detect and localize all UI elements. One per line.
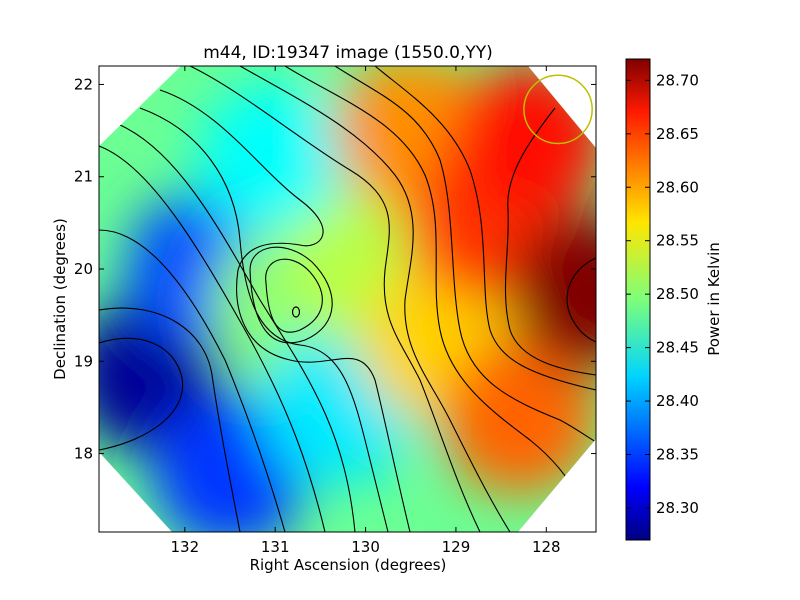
contour-line	[159, 89, 411, 532]
colorbar-ticks: 28.30 28.35 28.40 28.45 28.50 28.55 28.60 28.65…	[626, 71, 699, 517]
colorbar-tick-label: 28.70	[656, 71, 699, 89]
y-axis: 18 19 20 21 22	[74, 75, 596, 463]
y-tick-label: 20	[74, 260, 93, 278]
y-tick-label: 19	[74, 352, 93, 370]
contour-line	[189, 66, 481, 532]
contour-line	[119, 124, 356, 532]
colorbar-tick-label: 28.30	[656, 499, 699, 517]
colorbar-tick-label: 28.65	[656, 125, 699, 143]
heatmap-field	[99, 66, 596, 532]
contour-line	[99, 337, 184, 451]
x-tick-label: 128	[532, 538, 561, 556]
contour-lines	[99, 66, 596, 532]
x-axis-label: Right Ascension (degrees)	[250, 556, 447, 574]
field-sample	[197, 80, 354, 237]
contour-line	[99, 145, 326, 532]
contour-line	[284, 66, 581, 501]
colorbar-tick-label: 28.45	[656, 339, 699, 357]
contour-line	[566, 257, 596, 343]
x-axis: 132 131 130 129 128	[171, 66, 561, 556]
x-tick-label: 131	[261, 538, 290, 556]
colorbar-tick-label: 28.35	[656, 445, 699, 463]
beam-marker-circle	[523, 74, 593, 145]
x-tick-label: 129	[442, 538, 471, 556]
colorbar-tick-label: 28.40	[656, 392, 699, 410]
colorbar-label: Power in Kelvin	[705, 242, 723, 356]
contour-line	[239, 66, 511, 532]
plot-frame	[98, 65, 597, 533]
colorbar-tick-label: 28.50	[656, 285, 699, 303]
colorbar-tick-label: 28.60	[656, 178, 699, 196]
x-tick-label: 130	[351, 538, 380, 556]
colorbar-tick-label: 28.55	[656, 232, 699, 250]
y-tick-label: 22	[74, 75, 93, 93]
contour-line	[249, 246, 333, 344]
contour-label	[291, 306, 301, 318]
y-tick-label: 21	[74, 168, 93, 186]
contour-line	[99, 307, 241, 532]
field-sample	[441, 338, 596, 495]
contour-line	[504, 107, 596, 376]
y-tick-label: 18	[74, 445, 93, 463]
colorbar: 28.30 28.35 28.40 28.45 28.50 28.55 28.60 28.65…	[625, 58, 723, 541]
contour-line	[374, 66, 596, 391]
contour-line	[99, 229, 286, 532]
colorbar-gradient	[625, 58, 651, 541]
contour-line	[265, 258, 323, 333]
contour-line	[334, 66, 596, 443]
x-tick-label: 132	[171, 538, 200, 556]
y-axis-label: Declination (degrees)	[51, 218, 69, 380]
chart-title: m44, ID:19347 image (1550.0,YY)	[203, 43, 493, 63]
field-sample	[508, 214, 596, 371]
